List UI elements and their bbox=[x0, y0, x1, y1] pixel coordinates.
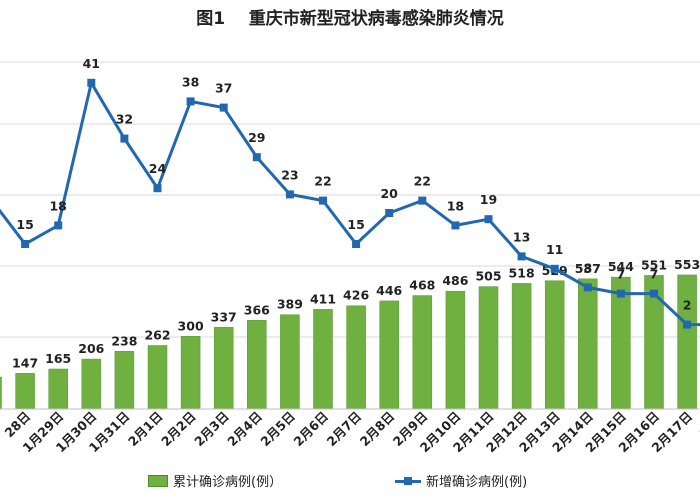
bar-6 bbox=[180, 336, 201, 410]
bar-data-label-20: 551 bbox=[641, 257, 667, 272]
x-tick-label-7: 2月3日 bbox=[191, 409, 232, 450]
line-point-10 bbox=[319, 196, 327, 205]
line-data-label-1: 15 bbox=[16, 217, 33, 232]
line-data-label-6: 38 bbox=[182, 74, 199, 89]
bar-data-label-19: 544 bbox=[608, 259, 634, 274]
bar-13 bbox=[412, 295, 433, 410]
bar-8 bbox=[247, 320, 267, 410]
line-point-5 bbox=[153, 184, 162, 193]
line-data-label-16: 13 bbox=[513, 229, 530, 244]
line-data-label-11: 15 bbox=[347, 217, 364, 232]
x-tick-label-8: 2月4日 bbox=[224, 409, 265, 450]
bar-data-label-11: 426 bbox=[343, 288, 369, 303]
x-tick-label-22: 2月1 bbox=[697, 409, 700, 441]
line-point-7 bbox=[219, 103, 228, 112]
line-data-label-10: 22 bbox=[314, 174, 331, 189]
line-data-label-2: 18 bbox=[49, 198, 66, 213]
bar-2 bbox=[48, 368, 68, 410]
line-point-2 bbox=[54, 221, 63, 230]
legend-item-new: 新增确诊病例(例) bbox=[395, 471, 527, 490]
line-point-16 bbox=[517, 252, 526, 261]
line-point-11 bbox=[352, 240, 361, 248]
line-data-label-4: 32 bbox=[116, 112, 133, 127]
bar-data-label-7: 337 bbox=[211, 309, 237, 324]
line-data-label-20: 7 bbox=[650, 267, 659, 282]
bar-7 bbox=[213, 327, 234, 410]
bar-data-label-13: 468 bbox=[409, 278, 435, 293]
bar-data-label-3: 206 bbox=[78, 341, 104, 356]
line-data-label-13: 22 bbox=[414, 174, 431, 189]
line-point-1 bbox=[21, 240, 30, 248]
line-point-12 bbox=[385, 209, 394, 217]
bar-data-label-14: 486 bbox=[442, 273, 468, 288]
line-data-label-5: 24 bbox=[149, 161, 167, 176]
line-data-label-17: 11 bbox=[546, 242, 563, 257]
bar-data-label-12: 446 bbox=[376, 283, 402, 298]
line-data-label-3: 41 bbox=[83, 56, 100, 71]
line-point-18 bbox=[583, 283, 592, 292]
x-tick-label-10: 2月6日 bbox=[291, 409, 332, 450]
x-tick-label-9: 2月5日 bbox=[257, 409, 298, 450]
bar-10 bbox=[313, 309, 333, 410]
bar-data-label-6: 300 bbox=[178, 318, 204, 333]
line-data-label-15: 19 bbox=[480, 192, 497, 207]
bar-data-label-16: 518 bbox=[509, 265, 535, 280]
bar-17 bbox=[544, 280, 565, 410]
bar-12 bbox=[379, 300, 399, 410]
bar-data-label-9: 389 bbox=[277, 297, 303, 312]
x-tick-label-5: 2月1日 bbox=[125, 409, 166, 450]
chart-title: 图1 重庆市新型冠状病毒感染肺炎情况 bbox=[196, 9, 504, 29]
bar-1 bbox=[15, 373, 35, 410]
bar-11 bbox=[346, 305, 366, 410]
bar-21 bbox=[677, 274, 697, 410]
line-point-9 bbox=[285, 190, 294, 199]
legend-swatch-line bbox=[395, 476, 421, 486]
bar-data-label-5: 262 bbox=[144, 327, 170, 342]
bar-data-label-2: 165 bbox=[45, 351, 71, 366]
bar-5 bbox=[147, 345, 168, 410]
bar-15 bbox=[478, 286, 499, 410]
bar-3 bbox=[81, 358, 102, 410]
bar-9 bbox=[280, 314, 300, 410]
line-point-14 bbox=[451, 221, 460, 230]
line-data-label-19: 7 bbox=[617, 267, 626, 282]
legend-label-cumulative: 累计确诊病例(例） bbox=[173, 475, 283, 490]
line-data-label-21: 2 bbox=[683, 298, 692, 313]
bar-0 bbox=[0, 376, 2, 410]
line-point-6 bbox=[186, 97, 195, 106]
bar-14 bbox=[445, 290, 466, 410]
bar-18 bbox=[578, 278, 598, 410]
line-data-label-9: 23 bbox=[281, 167, 298, 182]
line-data-label-12: 20 bbox=[380, 186, 398, 201]
line-point-17 bbox=[550, 264, 559, 273]
line-point-20 bbox=[650, 289, 658, 298]
line-data-label-7: 37 bbox=[215, 81, 232, 96]
line-point-8 bbox=[252, 153, 261, 162]
bar-data-label-10: 411 bbox=[310, 291, 336, 306]
line-point-13 bbox=[418, 196, 427, 205]
line-point-3 bbox=[87, 78, 96, 87]
bar-data-label-1: 147 bbox=[12, 355, 38, 370]
line-data-label-8: 29 bbox=[248, 130, 265, 145]
legend-item-cumulative: 累计确诊病例(例） bbox=[148, 471, 282, 490]
bar-data-label-8: 366 bbox=[244, 302, 270, 317]
bar-data-label-4: 238 bbox=[111, 333, 137, 348]
line-point-21 bbox=[683, 320, 692, 329]
legend-label-new: 新增确诊病例(例) bbox=[426, 475, 528, 490]
line-data-label-18: 8 bbox=[583, 260, 592, 275]
line-point-19 bbox=[616, 289, 625, 298]
bar-4 bbox=[114, 351, 135, 410]
bar-data-label-21: 553 bbox=[674, 257, 700, 272]
bar-data-label-15: 505 bbox=[475, 269, 501, 284]
x-tick-label-11: 2月7日 bbox=[324, 409, 365, 450]
line-point-15 bbox=[484, 215, 493, 224]
bar-16 bbox=[511, 283, 532, 410]
bar-data-label-18: 537 bbox=[575, 261, 601, 276]
x-tick-label-6: 2月2日 bbox=[158, 409, 199, 450]
line-data-label-14: 18 bbox=[447, 198, 464, 213]
x-tick-label-12: 2月8日 bbox=[357, 409, 398, 450]
line-point-4 bbox=[120, 134, 129, 143]
legend-swatch-bar bbox=[148, 474, 168, 487]
